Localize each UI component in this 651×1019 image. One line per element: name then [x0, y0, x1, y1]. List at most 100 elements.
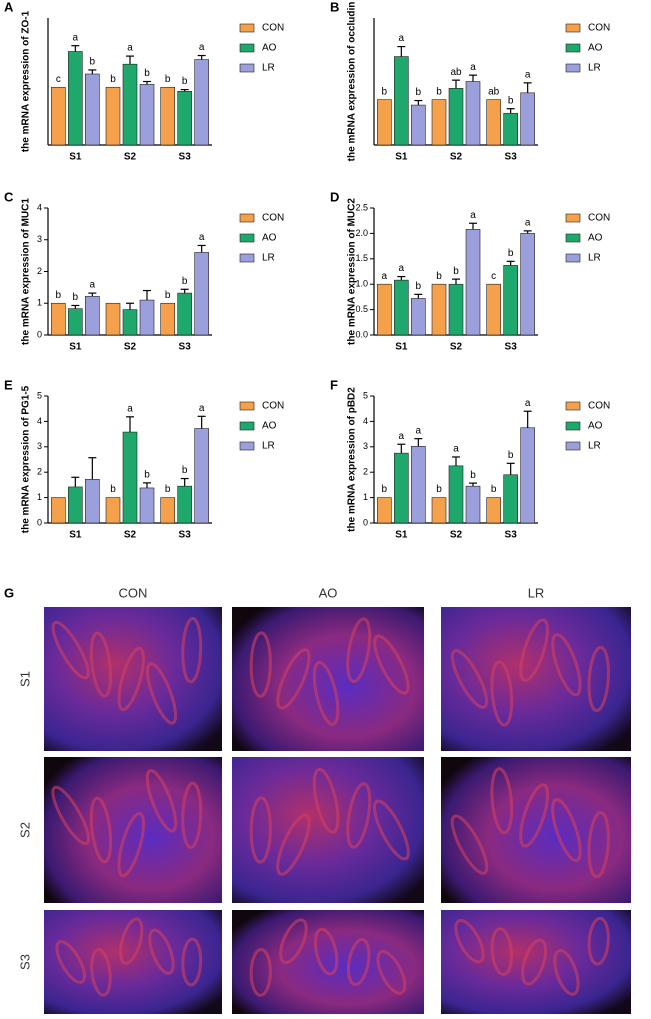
legend-label: LR — [262, 253, 275, 264]
crypt — [55, 940, 86, 984]
legend-swatch — [565, 421, 581, 431]
bar — [177, 91, 192, 146]
legend-swatch — [239, 23, 255, 33]
bar — [503, 265, 518, 336]
x-tick-label: S3 — [179, 530, 192, 541]
significance-letter: b — [165, 290, 171, 301]
bar — [68, 486, 83, 524]
panel-label: E — [4, 377, 13, 392]
column-header: AO — [319, 585, 338, 600]
micrograph — [232, 910, 424, 1014]
bar — [377, 283, 392, 336]
x-tick-label: S3 — [505, 342, 518, 353]
significance-letter: b — [470, 470, 476, 481]
crypt — [313, 927, 339, 976]
crypt — [276, 648, 311, 710]
bar — [160, 497, 175, 524]
crypt — [312, 660, 340, 726]
legend-label: AO — [588, 43, 603, 54]
significance-letter: a — [127, 43, 133, 54]
significance-letter: b — [165, 74, 171, 85]
y-tick-label: 0.0 — [355, 329, 368, 339]
crypt — [181, 937, 203, 987]
panel-label: C — [4, 189, 14, 204]
significance-letter: a — [399, 263, 405, 274]
bar — [431, 283, 447, 336]
crypt — [119, 917, 144, 965]
micrograph — [441, 757, 631, 903]
panel-label: B — [330, 0, 339, 14]
legend-swatch — [239, 43, 255, 53]
crypt — [181, 781, 203, 850]
crypt — [249, 631, 272, 698]
crypt — [312, 767, 340, 834]
crypt — [490, 767, 514, 835]
row-header: S3 — [17, 954, 32, 970]
significance-letter: a — [470, 210, 476, 221]
x-tick-label: S1 — [395, 530, 408, 541]
legend-label: AO — [262, 421, 277, 432]
crypt — [346, 937, 371, 987]
legend-swatch — [565, 23, 581, 33]
panel-label: F — [330, 377, 338, 392]
crypt — [376, 950, 407, 995]
significance-letter: b — [165, 484, 171, 495]
x-tick-label: S2 — [450, 530, 463, 541]
y-tick-label: 4 — [363, 416, 368, 426]
legend-label: CON — [588, 213, 610, 224]
x-tick-label: S1 — [395, 342, 408, 353]
legend-label: LR — [262, 63, 275, 74]
significance-letter: b — [144, 68, 150, 79]
legend-swatch — [239, 253, 255, 263]
bar — [486, 497, 501, 524]
bar — [160, 302, 175, 336]
crypt — [117, 812, 146, 878]
significance-letter: b — [508, 248, 514, 259]
bar — [503, 474, 518, 524]
bar — [68, 51, 83, 146]
row-header: S2 — [17, 822, 32, 838]
significance-letter: a — [199, 232, 205, 243]
micrograph — [232, 607, 424, 751]
x-tick-label: S2 — [124, 342, 137, 353]
y-axis-label: the mRNA expression of occludin — [347, 2, 358, 162]
legend-swatch — [565, 213, 581, 223]
y-tick-label: 2 — [37, 266, 42, 276]
bar — [520, 92, 535, 146]
legend-swatch — [565, 63, 581, 73]
legend-swatch — [239, 63, 255, 73]
significance-letter: b — [182, 276, 188, 287]
crypt — [276, 813, 311, 876]
x-tick-label: S3 — [179, 342, 192, 353]
y-tick-label: 1 — [363, 492, 368, 502]
significance-letter: b — [90, 57, 96, 68]
bar — [51, 497, 66, 524]
legend-label: CON — [588, 401, 610, 412]
significance-letter: b — [382, 484, 388, 495]
bar — [520, 233, 535, 336]
bar — [411, 298, 426, 336]
legend-label: LR — [588, 63, 601, 74]
legend-label: CON — [262, 23, 284, 34]
column-header: LR — [528, 585, 545, 600]
significance-letter: a — [525, 398, 531, 409]
crypt — [521, 938, 548, 986]
legend-label: LR — [262, 441, 275, 452]
y-tick-label: 2.0 — [355, 228, 368, 238]
y-tick-label: 2 — [363, 467, 368, 477]
x-tick-label: S2 — [124, 530, 137, 541]
bar — [139, 487, 155, 524]
crypt — [279, 918, 308, 964]
crypt — [346, 617, 372, 683]
legend-label: AO — [262, 233, 277, 244]
bar — [122, 63, 138, 146]
panel-label: D — [330, 189, 339, 204]
crypt — [51, 785, 91, 846]
y-tick-label: 0 — [363, 517, 368, 527]
crypt — [587, 916, 610, 966]
significance-letter: c — [56, 74, 61, 85]
legend-swatch — [239, 213, 255, 223]
crypt — [450, 814, 489, 875]
significance-letter: a — [127, 403, 133, 414]
significance-letter: b — [182, 76, 188, 87]
